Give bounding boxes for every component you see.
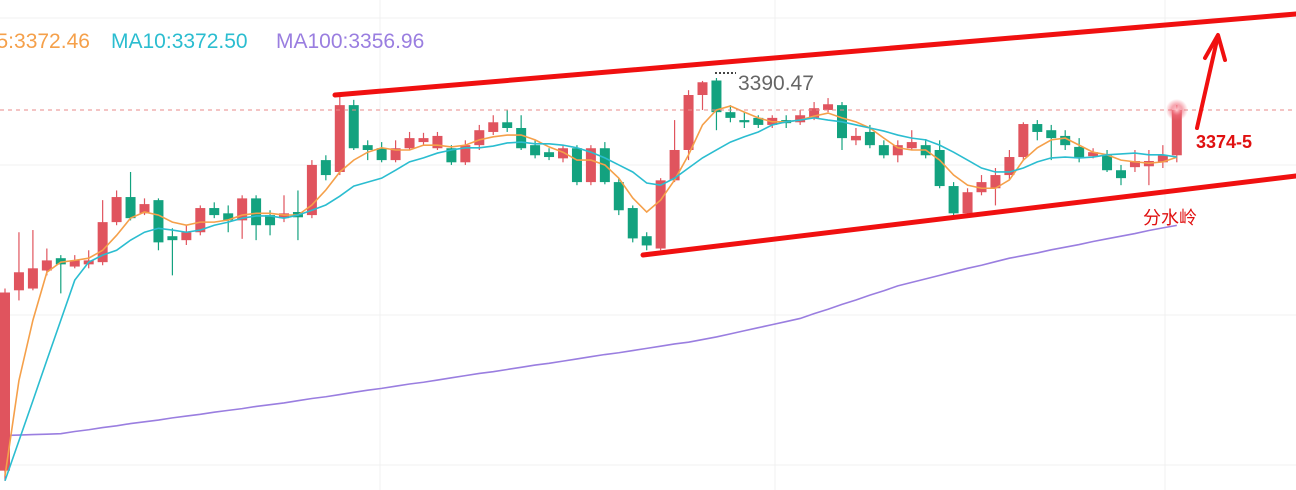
candle-body	[683, 95, 694, 150]
candle-body	[809, 108, 820, 118]
candle-body	[669, 149, 680, 181]
legend-entry: MA100:3356.96	[276, 30, 424, 53]
high-label: 3390.47	[738, 72, 814, 95]
candle-body	[41, 260, 52, 271]
candle-body	[97, 222, 108, 263]
candle-body	[13, 272, 24, 291]
candle-body	[1060, 135, 1071, 146]
candle-body	[613, 182, 624, 211]
candle-body	[0, 292, 10, 471]
candle-body	[488, 122, 499, 132]
candle-body	[990, 175, 1001, 189]
ma-line	[4, 117, 1177, 482]
candle-body	[348, 105, 359, 149]
candle-body	[474, 130, 485, 146]
candle-body	[1046, 130, 1057, 139]
legend-entry: MA10:3372.50	[111, 30, 248, 53]
candle-body	[1032, 124, 1043, 132]
candle-body	[306, 164, 317, 216]
candle-body	[237, 198, 248, 221]
annotation: 分水岭	[1143, 208, 1197, 228]
candle-body	[69, 260, 80, 267]
candle-body	[962, 192, 973, 214]
candle-body	[1157, 155, 1168, 163]
candle-body	[1018, 124, 1029, 158]
candle-body	[502, 122, 513, 128]
candle-body	[376, 148, 387, 161]
candle-body	[948, 186, 959, 214]
glow	[1165, 98, 1188, 121]
candle-body	[850, 135, 861, 141]
candle-body	[934, 149, 945, 187]
candle-body	[1102, 155, 1113, 171]
candle-body	[251, 198, 262, 226]
candle-body	[195, 208, 206, 233]
candle-body	[460, 145, 471, 163]
candle-body	[725, 112, 736, 118]
candle-body	[753, 117, 764, 125]
annotation: 3374-5	[1196, 132, 1252, 152]
arrow-shaft	[1195, 38, 1219, 130]
candle-body	[209, 208, 220, 216]
candle-body	[334, 105, 345, 172]
ma-line	[4, 224, 1177, 437]
candle-body	[892, 145, 903, 156]
candle-body	[558, 148, 568, 159]
candle-body	[404, 138, 415, 149]
candle-body	[571, 148, 582, 183]
channel-lower	[640, 173, 1296, 258]
candle-body	[1129, 160, 1140, 168]
candle-body	[320, 160, 331, 176]
candle-body	[1004, 157, 1015, 176]
candle-body	[1116, 170, 1126, 179]
candle-body	[181, 232, 192, 241]
candle-body	[432, 135, 443, 149]
legend-entry: MA5:3372.46	[0, 30, 90, 53]
candle-body	[641, 236, 652, 246]
candle-body	[111, 197, 122, 223]
candle-body	[585, 148, 596, 183]
candle-body	[544, 152, 555, 158]
candle-body	[1074, 146, 1085, 159]
candle-body	[153, 200, 164, 243]
candle-body	[362, 145, 373, 150]
arrow-head	[1203, 33, 1227, 62]
candle-body	[446, 148, 457, 163]
candle-body	[139, 204, 150, 214]
candle-body	[795, 115, 806, 123]
plot	[0, 77, 1296, 482]
candle-body	[1171, 109, 1182, 156]
candle-body	[697, 82, 708, 96]
candle-body	[167, 236, 178, 241]
candle-body	[864, 131, 875, 146]
candle-body	[739, 120, 750, 123]
drawings	[332, 11, 1296, 258]
candle-body	[530, 145, 541, 156]
ma-line	[4, 105, 1178, 477]
candle-body	[27, 268, 38, 289]
candle-body	[516, 127, 527, 149]
candle-body	[265, 215, 276, 226]
candle-body	[418, 138, 429, 143]
candle-body	[55, 258, 66, 265]
candle-body	[711, 80, 722, 113]
candle-body	[976, 182, 987, 193]
candle-body	[223, 213, 234, 221]
candle-body	[1088, 152, 1099, 157]
candle-body	[878, 145, 889, 156]
candle-body	[390, 148, 401, 161]
candle-body	[125, 197, 136, 219]
candle-body	[655, 180, 666, 249]
candle-body	[906, 142, 917, 149]
channel-upper	[332, 11, 1296, 98]
candle-body	[627, 208, 638, 239]
candle-body	[823, 104, 834, 110]
